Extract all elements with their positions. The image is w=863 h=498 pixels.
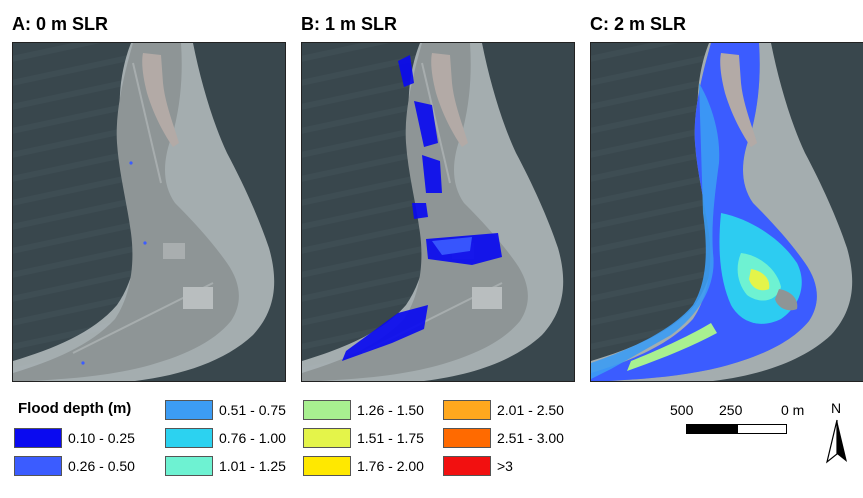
legend-label: 1.51 - 1.75 xyxy=(357,430,424,446)
island-land xyxy=(13,43,239,381)
legend-swatch xyxy=(165,428,213,448)
scale-label-0: 0 m xyxy=(781,402,805,418)
wave-stripe xyxy=(302,102,423,134)
map-b-svg xyxy=(302,43,574,381)
north-label: N xyxy=(831,400,842,416)
wave-stripe xyxy=(302,78,423,110)
map-panel-c xyxy=(590,42,863,382)
flood-pixel xyxy=(143,241,147,245)
wave-stripe xyxy=(302,126,423,158)
legend-swatch xyxy=(303,428,351,448)
legend-swatch xyxy=(14,456,62,476)
wave-stripe xyxy=(591,222,712,254)
wave-stripe xyxy=(591,198,712,230)
legend-label: 1.76 - 2.00 xyxy=(357,458,424,474)
building-block xyxy=(472,287,502,309)
legend-label: 0.51 - 0.75 xyxy=(219,402,286,418)
road xyxy=(421,62,451,184)
flood-area xyxy=(749,269,770,291)
wave-stripe xyxy=(13,222,134,254)
flood-area xyxy=(627,323,717,371)
scale-bar-dark-segment xyxy=(686,424,738,434)
legend-swatch xyxy=(303,456,351,476)
map-c-svg xyxy=(591,43,863,381)
scale-label-500: 500 xyxy=(670,402,694,418)
wave-stripe xyxy=(591,126,712,158)
wave-stripe xyxy=(302,270,423,302)
wave-stripe xyxy=(13,54,134,86)
island-land xyxy=(302,43,528,381)
building-block xyxy=(183,287,213,309)
wave-stripe xyxy=(13,43,101,62)
flood-pixel xyxy=(129,161,133,165)
wave-stripe xyxy=(591,270,712,302)
flood-pixel xyxy=(81,361,85,365)
legend-swatch xyxy=(165,456,213,476)
wave-stripe xyxy=(302,222,423,254)
wave-stripe xyxy=(13,150,134,182)
scale-bar-light-segment xyxy=(737,424,787,434)
panel-c-title: C: 2 m SLR xyxy=(590,14,687,34)
legend-swatch xyxy=(443,456,491,476)
wave-stripe xyxy=(591,54,712,86)
lagoon xyxy=(720,53,757,147)
wave-stripe xyxy=(591,102,712,134)
wave-stripe xyxy=(591,78,712,110)
wave-stripe xyxy=(13,174,134,206)
wave-stripe xyxy=(302,174,423,206)
scale-label-250: 250 xyxy=(719,402,743,418)
flood-area xyxy=(342,305,428,361)
wave-stripe xyxy=(302,43,390,62)
wave-stripe xyxy=(13,198,134,230)
lagoon xyxy=(431,53,468,147)
flood-area xyxy=(414,101,438,147)
flood-area xyxy=(412,203,428,219)
wave-stripe xyxy=(13,246,134,278)
wave-stripe xyxy=(302,198,423,230)
unflooded-patch xyxy=(775,289,798,311)
legend-swatch xyxy=(165,400,213,420)
legend-label: 1.01 - 1.25 xyxy=(219,458,286,474)
wave-stripe xyxy=(13,78,134,110)
legend-swatch xyxy=(14,428,62,448)
wave-stripe xyxy=(591,246,712,278)
legend-swatch xyxy=(443,400,491,420)
legend-title: Flood depth (m) xyxy=(18,400,132,417)
legend-swatch xyxy=(443,428,491,448)
flood-area xyxy=(432,237,472,255)
panel-b-title: B: 1 m SLR xyxy=(301,14,398,34)
wave-stripe xyxy=(302,246,423,278)
wave-stripe xyxy=(591,294,712,326)
flood-area xyxy=(591,83,720,379)
wave-stripe xyxy=(13,270,134,302)
wave-stripe xyxy=(591,150,712,182)
map-panel-a xyxy=(12,42,286,382)
road xyxy=(132,62,162,184)
legend-label: >3 xyxy=(497,458,513,474)
legend-label: 2.51 - 3.00 xyxy=(497,430,564,446)
map-a-svg xyxy=(13,43,285,381)
flood-area xyxy=(398,55,414,87)
legend-label: 2.01 - 2.50 xyxy=(497,402,564,418)
wave-stripe xyxy=(13,102,134,134)
legend-swatch xyxy=(303,400,351,420)
legend-label: 0.10 - 0.25 xyxy=(68,430,135,446)
map-panel-b xyxy=(301,42,575,382)
wave-stripe xyxy=(591,174,712,206)
panel-a-title: A: 0 m SLR xyxy=(12,14,109,34)
legend-label: 0.26 - 0.50 xyxy=(68,458,135,474)
wave-stripe xyxy=(302,294,423,326)
legend-label: 0.76 - 1.00 xyxy=(219,430,286,446)
building-block xyxy=(163,243,185,259)
legend-label: 1.26 - 1.50 xyxy=(357,402,424,418)
lagoon xyxy=(142,53,179,147)
wave-stripe xyxy=(13,126,134,158)
wave-stripe xyxy=(591,43,679,62)
flood-area xyxy=(422,155,442,193)
wave-stripe xyxy=(302,150,423,182)
wave-stripe xyxy=(13,294,134,326)
north-arrow-icon xyxy=(826,419,847,464)
